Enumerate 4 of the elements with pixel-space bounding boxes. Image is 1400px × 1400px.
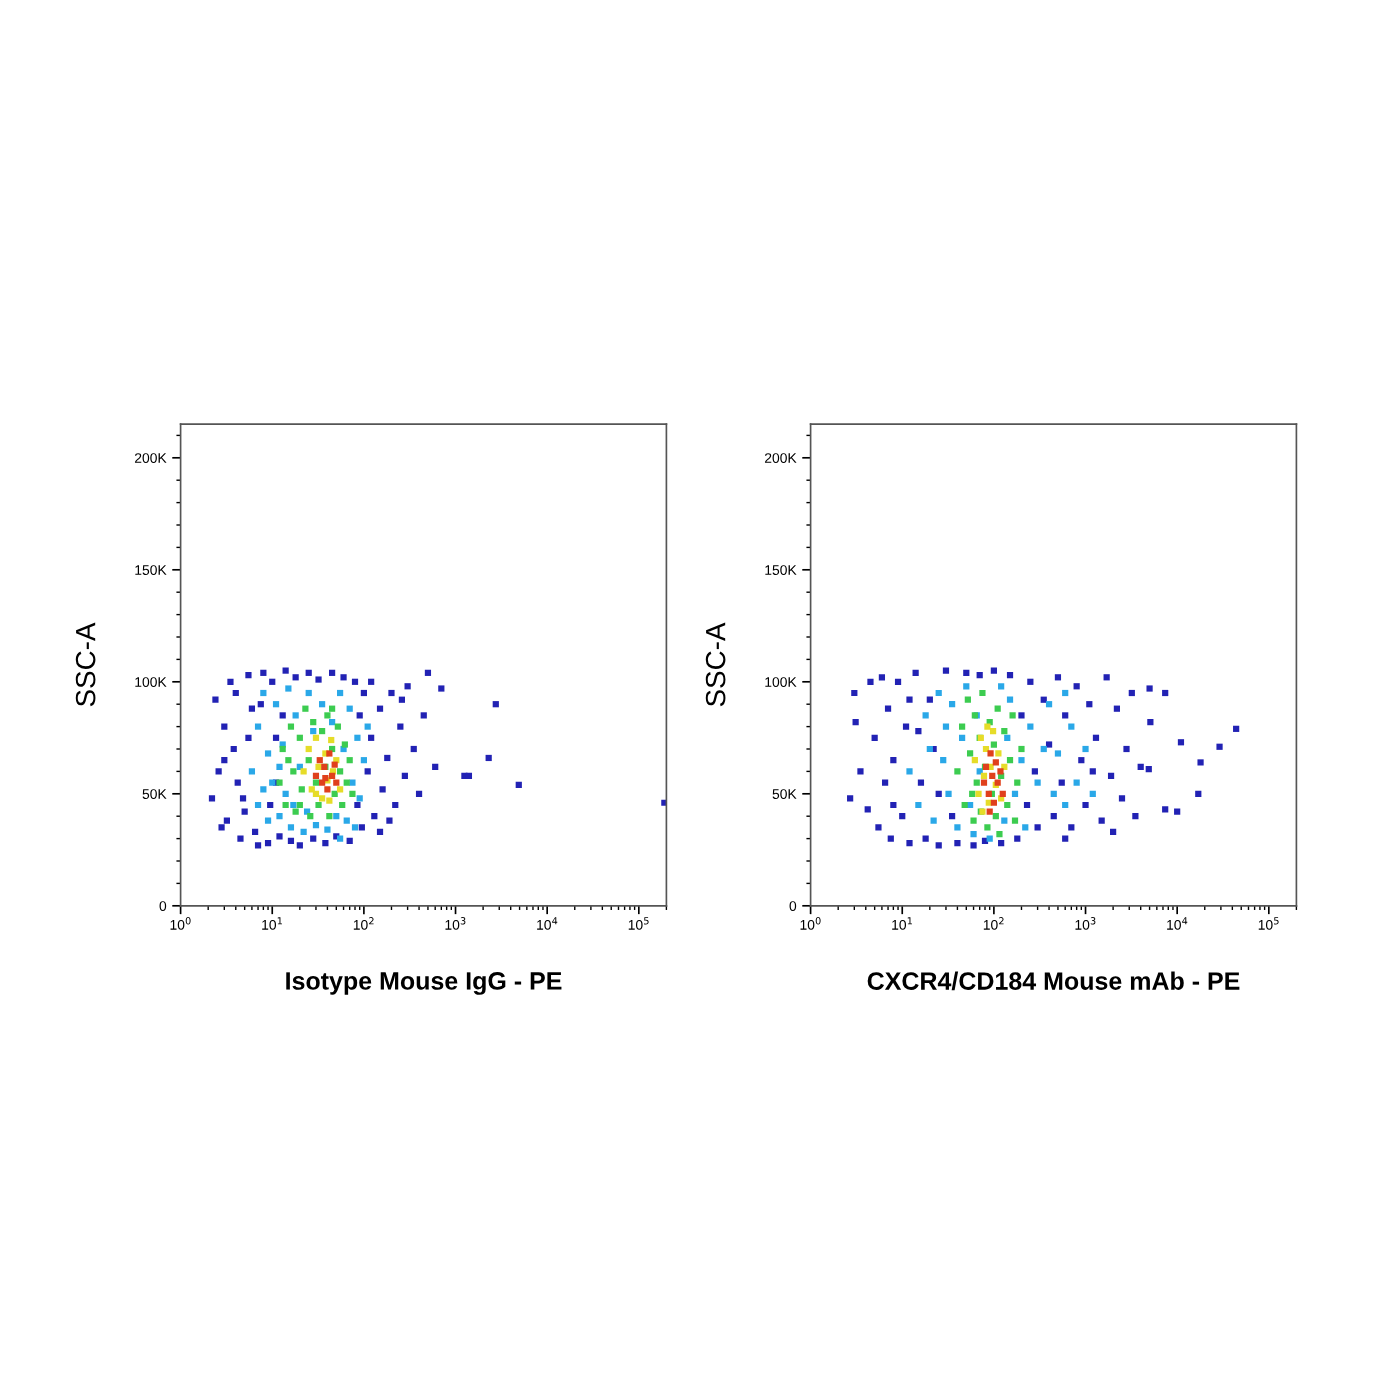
x-axis-title: CXCR4/CD184 Mouse mAb - PE xyxy=(867,971,1240,991)
x-axis-title: Isotype Mouse IgG - PE xyxy=(286,972,562,995)
y-axis-title: SSC-A xyxy=(705,622,726,707)
y-axis-title: SSC-A xyxy=(75,622,96,707)
